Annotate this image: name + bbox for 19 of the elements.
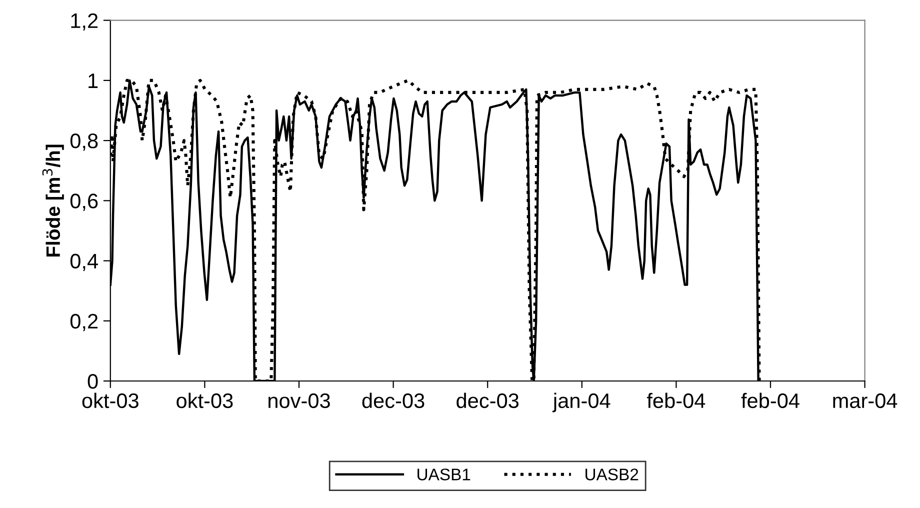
y-tick-label: 0 [88,374,98,389]
y-tick-label: 0,2 [70,314,98,332]
x-tick-label: dec-03 [362,392,424,408]
x-tick-label: mar-04 [833,393,898,408]
x-tick-label: jan-04 [552,392,610,412]
legend-label: UASB1 [418,468,470,480]
y-tick-label: 0,6 [70,194,98,211]
x-tick-label: feb-04 [646,392,706,408]
y-axis-title: Flöde [m$^{3}$/h] [42,144,64,257]
x-tick-label: dec-03 [456,392,519,408]
y-tick-label: 0,8 [70,134,98,151]
x-tick-label: feb-04 [741,392,800,408]
y-tick-label: 1,2 [71,13,98,31]
x-tick-label: okt-03 [82,392,138,408]
x-tick-label: nov-03 [268,393,330,408]
legend-label: UASB2 [586,468,638,480]
y-tick-label: 1 [88,74,98,88]
x-tick-label: okt-03 [176,392,233,408]
y-tick-label: 0,4 [70,254,98,271]
